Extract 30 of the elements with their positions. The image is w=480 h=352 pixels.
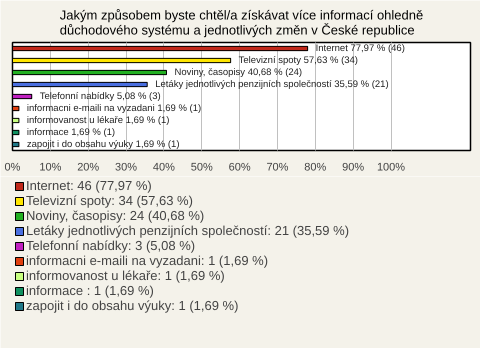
legend-label: informace : 1 (1,69 %) — [26, 283, 154, 298]
data-label: Letáky jednotlivých penzijních společností 35,59 % (21) — [155, 79, 389, 90]
legend-label: informovanost u lékaře: 1 (1,69 %) — [26, 268, 225, 283]
data-label: Internet 77,97 % (46) — [316, 43, 405, 54]
x-tick-label: 30% — [115, 162, 138, 174]
legend-label: zapojit i do obsahu výuky: 1 (1,69 %) — [26, 298, 238, 313]
x-tick-label: 20% — [77, 162, 100, 174]
x-tick-label: 90% — [342, 162, 364, 174]
data-label: Televizní spoty 57,63 % (34) — [238, 55, 358, 66]
x-tick-label: 50% — [190, 162, 213, 174]
x-tick-label: 80% — [304, 162, 327, 174]
data-label: Telefonní nabídky 5,08 % (3) — [40, 91, 161, 102]
data-label: informovanost u lékaře 1,69 % (1) — [26, 115, 170, 126]
legend-label: Internet: 46 (77,97 %) — [26, 178, 152, 193]
legend-label: Telefonní nabídky: 3 (5,08 %) — [26, 238, 196, 253]
legend-label: Noviny, časopisy: 24 (40,68 %) — [26, 208, 204, 223]
legend-label: Televizní spoty: 34 (57,63 %) — [26, 193, 193, 208]
x-tick-label: 0% — [4, 162, 21, 174]
data-label: zapojit i do obsahu výuky 1,69 % (1) — [26, 139, 180, 150]
x-tick-label: 70% — [266, 162, 289, 174]
x-tick-label: 40% — [152, 162, 176, 174]
x-tick-label: 60% — [228, 162, 251, 174]
legend-label: Letáky jednotlivých penzijních společností: 21 (35,59 %) — [26, 223, 350, 238]
x-tick-label: 100% — [376, 162, 406, 174]
data-label: informace 1,69 % (1) — [26, 127, 116, 138]
x-tick-label: 10% — [39, 162, 62, 174]
legend-label: informacni e-maili na vyzadani: 1 (1,69 %) — [26, 253, 268, 268]
chart-title: Jakým způsobem byste chtěl/a získávat více informací ohledně důchodového systému a jednotlivých změn v České republice — [60, 8, 424, 38]
data-label: informacni e-maili na vyzadani 1,69 % (1) — [26, 103, 202, 114]
data-label: Noviny, časopisy 40,68 % (24) — [174, 67, 302, 78]
